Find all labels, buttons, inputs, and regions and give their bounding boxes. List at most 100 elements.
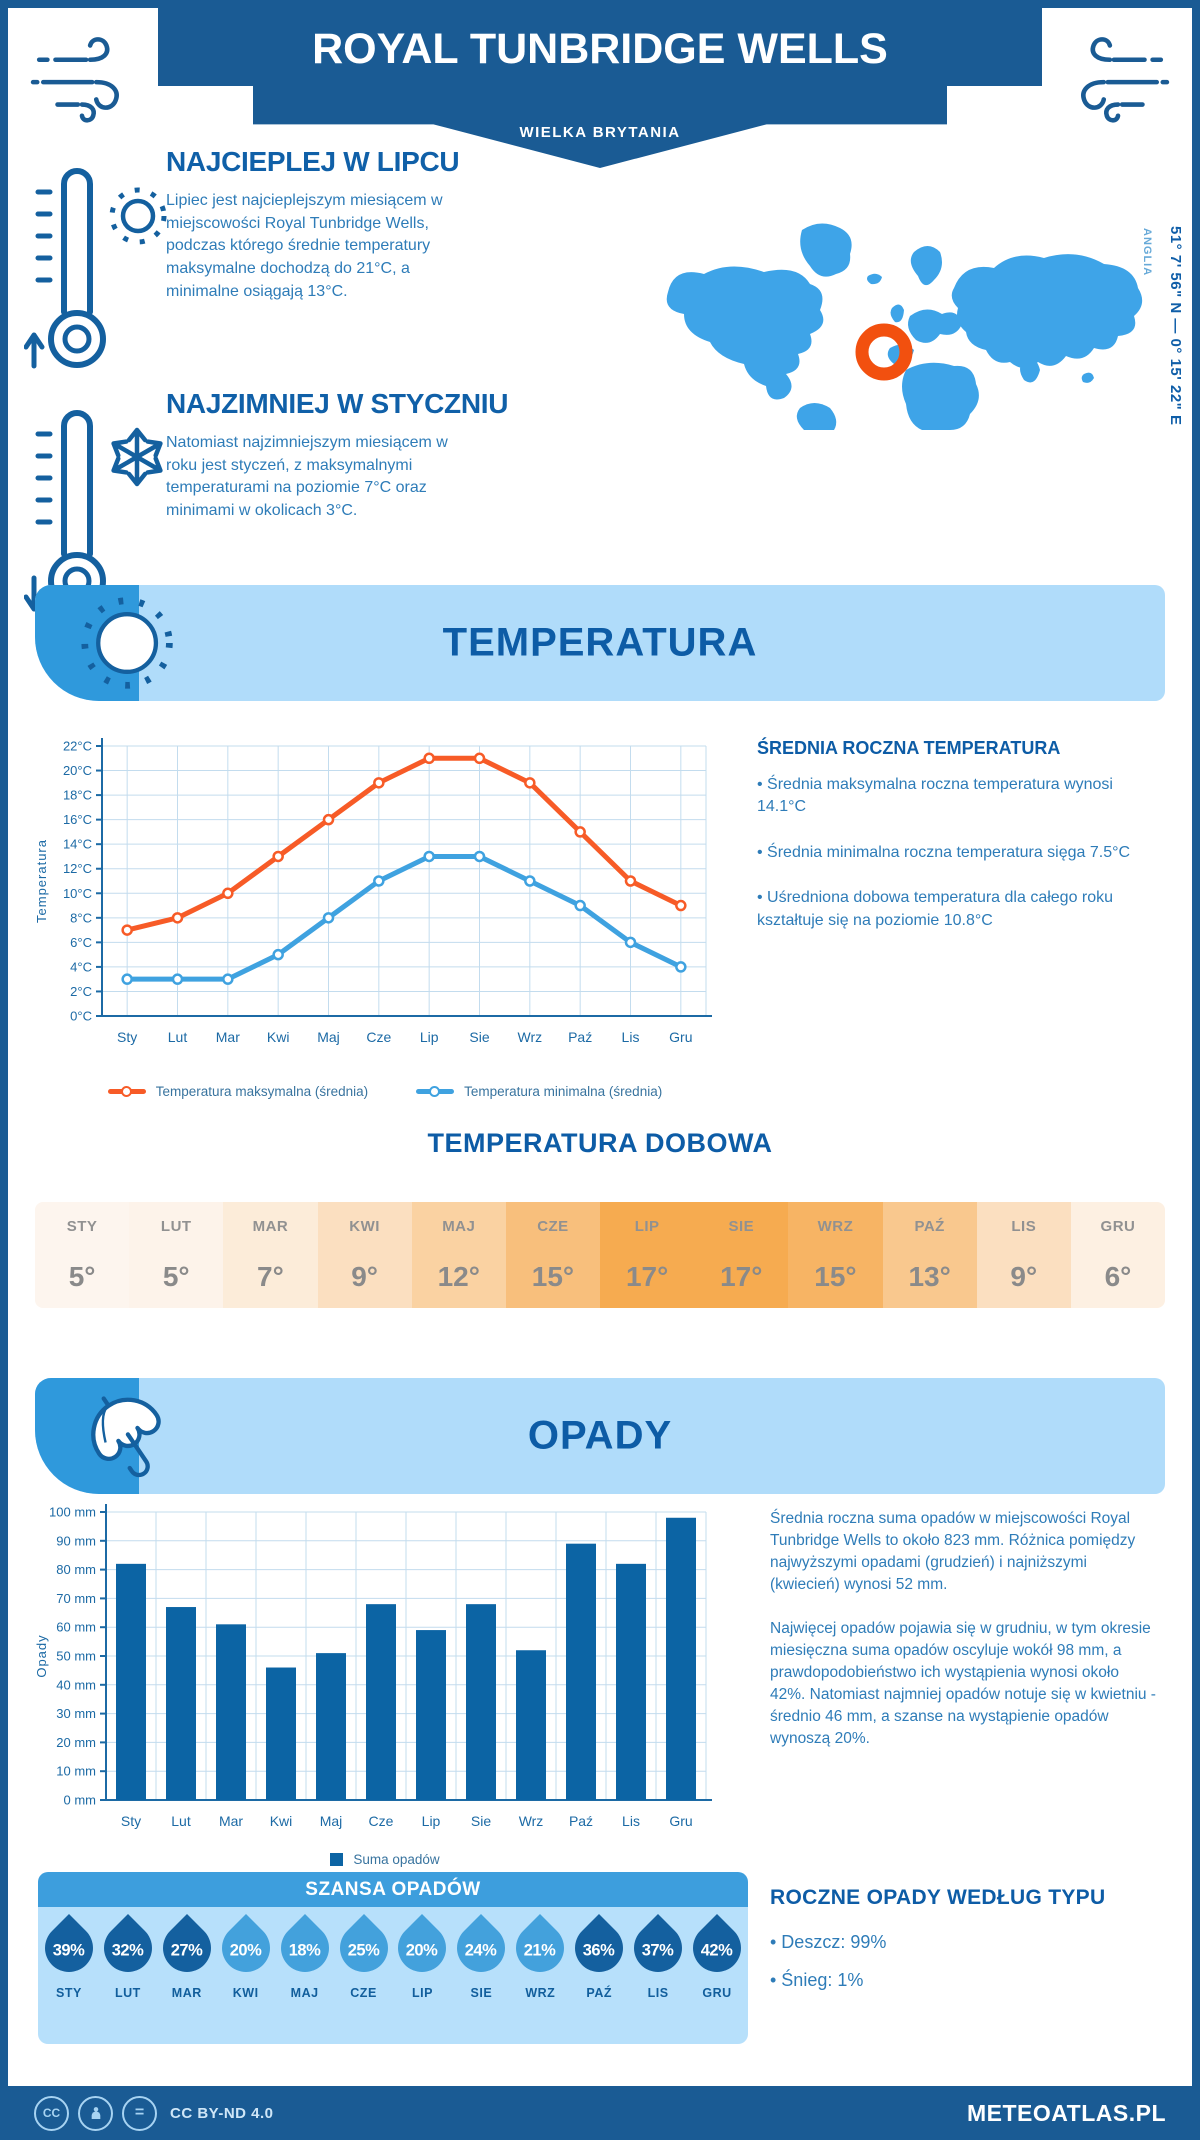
rain-chance-month: GRU bbox=[702, 1986, 732, 2000]
warmest-body: Lipiec jest najcieplejszym miesiącem w m… bbox=[166, 192, 443, 300]
rain-chance-value: 37% bbox=[642, 1941, 674, 1960]
rain-chance-value: 20% bbox=[406, 1941, 439, 1960]
license-icons: CC = bbox=[34, 2095, 157, 2131]
rain-chance-value: 39% bbox=[53, 1941, 85, 1960]
precipitation-paragraph-2: Najwięcej opadów pojawia się w grudniu, … bbox=[770, 1620, 1156, 1747]
svg-text:Gru: Gru bbox=[669, 1813, 692, 1829]
daily-table-column: SIE 17° bbox=[694, 1202, 789, 1308]
rain-chance-value: 42% bbox=[701, 1941, 733, 1960]
no-derivatives-icon: = bbox=[122, 2095, 157, 2131]
annual-temperature-stats: • Średnia maksymalna roczna temperatura … bbox=[757, 774, 1157, 955]
svg-text:Gru: Gru bbox=[669, 1029, 692, 1045]
rain-drop-icon: 27% bbox=[152, 1914, 221, 1982]
rain-chance-month: LUT bbox=[114, 1986, 141, 2000]
legend-item-sum: Suma opadów bbox=[330, 1852, 440, 1867]
svg-text:20 mm: 20 mm bbox=[56, 1735, 96, 1750]
svg-text:14°C: 14°C bbox=[63, 837, 92, 852]
daily-table-month: MAR bbox=[252, 1218, 289, 1235]
daily-table-month: KWI bbox=[349, 1218, 380, 1235]
daily-table-month: LIS bbox=[1011, 1218, 1037, 1235]
daily-temperature-heading: TEMPERATURA DOBOWA bbox=[427, 1128, 773, 1158]
daily-table-column: KWI 9° bbox=[317, 1202, 412, 1308]
svg-text:Sty: Sty bbox=[117, 1029, 137, 1045]
legend-sum-marker bbox=[330, 1853, 344, 1866]
wind-box-right bbox=[1042, 8, 1192, 140]
svg-text:Mar: Mar bbox=[219, 1813, 243, 1829]
license-label: CC BY-ND 4.0 bbox=[170, 2104, 274, 2122]
rain-drop-icon: 20% bbox=[388, 1914, 457, 1982]
rain-drop-icon: 32% bbox=[93, 1914, 162, 1982]
rain-chance-month: SIE bbox=[470, 1986, 493, 2000]
rain-chance-cell: 27% MAR bbox=[152, 1913, 221, 2044]
svg-text:60 mm: 60 mm bbox=[56, 1620, 96, 1635]
daily-table-column: PAŹ 13° bbox=[882, 1202, 977, 1308]
daily-table-value: 15° bbox=[814, 1261, 857, 1292]
daily-table-column: LIS 9° bbox=[976, 1202, 1071, 1308]
daily-table-value: 13° bbox=[908, 1261, 951, 1292]
svg-text:Lut: Lut bbox=[171, 1813, 191, 1829]
rain-chance-month: KWI bbox=[232, 1986, 259, 2000]
daily-table-column: LIP 17° bbox=[600, 1202, 695, 1308]
daily-table-value: 15° bbox=[531, 1261, 575, 1292]
svg-text:6°C: 6°C bbox=[70, 935, 92, 950]
svg-text:90 mm: 90 mm bbox=[56, 1533, 96, 1548]
rain-chance-value: 25% bbox=[347, 1941, 380, 1960]
svg-text:Paź: Paź bbox=[569, 1813, 593, 1829]
daily-table-month: STY bbox=[66, 1218, 98, 1235]
coordinates-label: 51° 7' 56" N — 0° 15' 22" E bbox=[1167, 226, 1184, 426]
rain-chance-value: 36% bbox=[583, 1941, 615, 1960]
daily-table-column: LUT 5° bbox=[129, 1202, 224, 1308]
snow-share: • Śnieg: 1% bbox=[770, 1969, 864, 1990]
daily-temperature-table: STY 5° LUT 5° MAR 7° KWI 9° MAJ 12° CZE 15° LIP 17° SI… bbox=[35, 1202, 1165, 1308]
daily-table-month: LUT bbox=[160, 1218, 192, 1235]
svg-text:Sie: Sie bbox=[469, 1029, 489, 1045]
daily-table-column: MAR 7° bbox=[223, 1202, 318, 1308]
attribution-icon bbox=[78, 2095, 113, 2131]
svg-text:40 mm: 40 mm bbox=[56, 1677, 96, 1692]
daily-table-month: MAJ bbox=[442, 1218, 476, 1235]
snowflake-icon bbox=[111, 427, 163, 487]
wind-icon bbox=[1081, 37, 1170, 123]
daily-table-value: 9° bbox=[351, 1261, 378, 1292]
annual-temperature-heading: ŚREDNIA ROCZNA TEMPERATURA bbox=[757, 738, 1061, 758]
svg-text:Maj: Maj bbox=[317, 1029, 340, 1045]
rain-chance-cell: 37% LIS bbox=[624, 1913, 693, 2044]
temperature-title: TEMPERATURA bbox=[442, 620, 758, 665]
svg-text:22°C: 22°C bbox=[63, 739, 92, 754]
svg-text:10 mm: 10 mm bbox=[56, 1764, 96, 1779]
rain-chance-cell: 25% CZE bbox=[329, 1913, 398, 2044]
rain-chance-cell: 20% LIP bbox=[388, 1913, 457, 2044]
rain-chance-cell: 42% GRU bbox=[683, 1913, 752, 2044]
svg-text:70 mm: 70 mm bbox=[56, 1591, 96, 1606]
svg-text:0°C: 0°C bbox=[70, 1009, 92, 1024]
page-border-right bbox=[1192, 0, 1200, 2140]
svg-text:0 mm: 0 mm bbox=[64, 1793, 97, 1808]
daily-table-value: 5° bbox=[162, 1261, 190, 1292]
precipitation-type-list: • Deszcz: 99% • Śnieg: 1% bbox=[770, 1924, 886, 2000]
rain-chance-value: 21% bbox=[524, 1941, 557, 1960]
rain-drop-icon: 37% bbox=[624, 1914, 693, 1982]
coldest-body: Natomiast najzimniejszym miesiącem w rok… bbox=[166, 434, 448, 520]
precipitation-chance-drops: 39% STY 32% LUT 27% MAR 20% KWI 18% MAJ 25% CZE 20% L… bbox=[34, 1907, 752, 2044]
country-subtitle: WIELKA BRYTANIA bbox=[519, 124, 681, 141]
svg-text:Wrz: Wrz bbox=[518, 1029, 543, 1045]
rain-chance-month: LIP bbox=[411, 1986, 433, 2000]
rain-drop-icon: 39% bbox=[34, 1914, 103, 1982]
umbrella-icon bbox=[91, 1396, 161, 1478]
footer-bar: CC = CC BY-ND 4.0 METEOATLAS.PL bbox=[0, 2086, 1200, 2140]
legend-item-min: Temperatura minimalna (średnia) bbox=[416, 1084, 662, 1099]
daily-table-value: 17° bbox=[625, 1261, 669, 1292]
rain-drop-icon: 42% bbox=[683, 1914, 752, 1982]
rain-chance-cell: 24% SIE bbox=[447, 1913, 516, 2044]
daily-table-month: GRU bbox=[1100, 1218, 1136, 1235]
legend-sum-label: Suma opadów bbox=[353, 1852, 440, 1867]
temperature-banner: TEMPERATURA bbox=[35, 585, 1165, 701]
rain-chance-value: 27% bbox=[171, 1941, 203, 1960]
rain-chance-value: 20% bbox=[229, 1941, 262, 1960]
page-border-left bbox=[0, 0, 8, 2140]
rain-chance-cell: 21% WRZ bbox=[506, 1913, 575, 2044]
rain-chance-cell: 20% KWI bbox=[211, 1913, 280, 2044]
svg-text:Sie: Sie bbox=[471, 1813, 491, 1829]
precipitation-paragraph-1: Średnia roczna suma opadów w miejscowośc… bbox=[770, 1510, 1136, 1593]
daily-table-value: 6° bbox=[1104, 1261, 1132, 1292]
